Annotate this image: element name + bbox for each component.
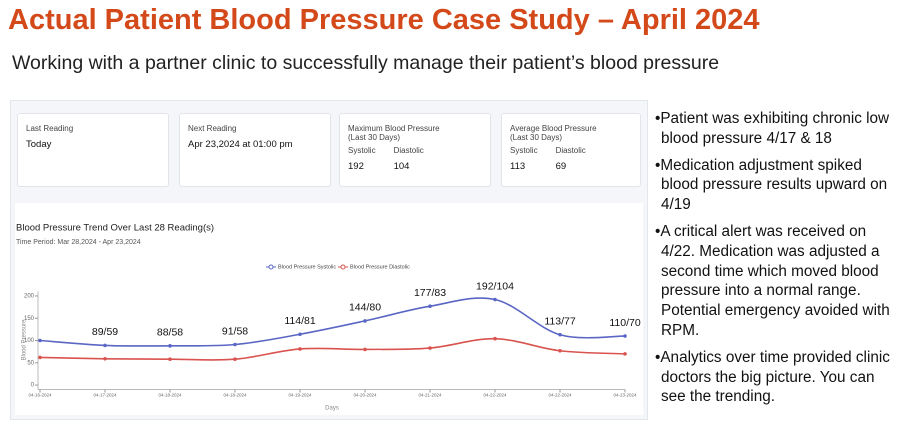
x-tick-label: 04-16-2024 — [28, 393, 52, 398]
x-tick-label: 04-18-2024 — [223, 393, 247, 398]
x-tick-label: 04-18-2024 — [158, 393, 182, 398]
slide-title: Actual Patient Blood Pressure Case Study… — [8, 4, 760, 36]
point-label: 177/83 — [414, 287, 446, 299]
x-axis-label: Days — [325, 406, 339, 412]
card-label: Maximum Blood Pressure — [348, 124, 440, 133]
x-tick-label: 04-23-2024 — [613, 393, 637, 398]
slide-subtitle: Working with a partner clinic to success… — [12, 52, 720, 74]
data-point — [168, 357, 172, 362]
card: Average Blood Pressure (Last 30 Days) Sys… — [501, 113, 641, 187]
card-period: (Last 30 Days) — [348, 133, 401, 142]
bullet: •Patient was exhibiting chronic low bloo… — [655, 110, 890, 147]
data-point — [428, 346, 432, 350]
card-label: Systolic — [510, 146, 538, 155]
x-tick-label: 04-22-2024 — [483, 393, 507, 398]
data-point — [103, 356, 107, 361]
data-point — [558, 348, 562, 353]
data-point — [493, 297, 497, 302]
card-period: (Last 30 Days) — [510, 133, 563, 142]
bullet-list: •Patient was exhibiting chronic low bloo… — [655, 109, 895, 414]
card-label: Average Blood Pressure — [510, 124, 597, 133]
card-value: 113 — [510, 161, 526, 172]
card: Next Reading Apr 23,2024 at 01:00 pm — [179, 113, 331, 187]
data-point — [493, 336, 497, 341]
y-tick-label: 100 — [24, 338, 35, 344]
legend-marker — [340, 264, 346, 270]
data-point — [233, 342, 237, 347]
chart-title: Blood Pressure Trend Over Last 28 Readin… — [16, 223, 214, 234]
card-value: 192 — [348, 161, 364, 172]
data-point — [623, 352, 627, 356]
card-label: Systolic — [348, 146, 376, 155]
y-axis-label: Blood Pressure — [22, 319, 28, 361]
chart-subtitle: Time Period: Mar 28,2024 - Apr 23,2024 — [16, 239, 141, 246]
legend-marker — [268, 264, 274, 270]
point-label: 113/77 — [544, 315, 575, 327]
point-label: 144/80 — [349, 302, 381, 314]
dashboard-screenshot: Last Reading Today Next Reading Apr 23,202… — [10, 100, 648, 420]
series-line — [39, 337, 626, 361]
card-value: 104 — [393, 161, 410, 172]
point-label: 192/104 — [476, 280, 514, 292]
x-tick-label: 04-22-2024 — [548, 393, 572, 398]
card-label: Next Reading — [188, 124, 237, 133]
card-label: Diastolic — [555, 146, 586, 155]
point-label: 91/58 — [222, 325, 248, 337]
card: Maximum Blood Pressure (Last 30 Days) Sys… — [339, 113, 491, 187]
card-value: 69 — [555, 161, 567, 172]
data-point — [168, 344, 172, 348]
series-line — [39, 297, 626, 347]
data-point — [363, 347, 367, 352]
data-point — [623, 334, 627, 338]
data-point — [38, 355, 42, 360]
y-tick-label: 0 — [31, 383, 35, 389]
x-tick-label: 04-20-2024 — [353, 393, 377, 398]
data-point — [558, 332, 562, 337]
data-point — [363, 319, 367, 323]
x-tick-label: 04-19-2024 — [288, 393, 312, 398]
card-label: Diastolic — [393, 146, 424, 155]
y-tick-label: 200 — [24, 294, 35, 300]
data-point — [103, 343, 107, 348]
data-point — [233, 357, 237, 362]
card-value: Today — [26, 139, 52, 150]
x-tick-label: 04-21-2024 — [418, 393, 442, 398]
bullet: •A critical alert was received on 4/22. … — [655, 222, 890, 339]
data-point — [428, 304, 432, 309]
point-label: 89/59 — [92, 326, 118, 338]
bullet: •Medication adjustment spiked blood pres… — [655, 156, 888, 214]
point-label: 114/81 — [284, 315, 315, 327]
bullet: •Analytics over time provided clinic doc… — [655, 348, 890, 406]
y-tick-label: 150 — [24, 316, 35, 322]
chart-panel — [15, 203, 643, 415]
card-label: Last Reading — [26, 124, 74, 133]
x-tick-label: 04-17-2024 — [93, 393, 117, 398]
card-value: Apr 23,2024 at 01:00 pm — [188, 139, 293, 150]
legend-label: Blood Pressure Systolic — [278, 264, 336, 270]
data-point — [298, 347, 302, 351]
data-point — [38, 338, 42, 343]
card: Last Reading Today — [17, 113, 169, 187]
data-point — [298, 332, 302, 337]
point-label: 110/70 — [609, 317, 640, 329]
y-tick-label: 50 — [27, 360, 34, 366]
legend-label: Blood Pressure Diastolic — [350, 264, 410, 270]
point-label: 88/58 — [157, 327, 183, 339]
